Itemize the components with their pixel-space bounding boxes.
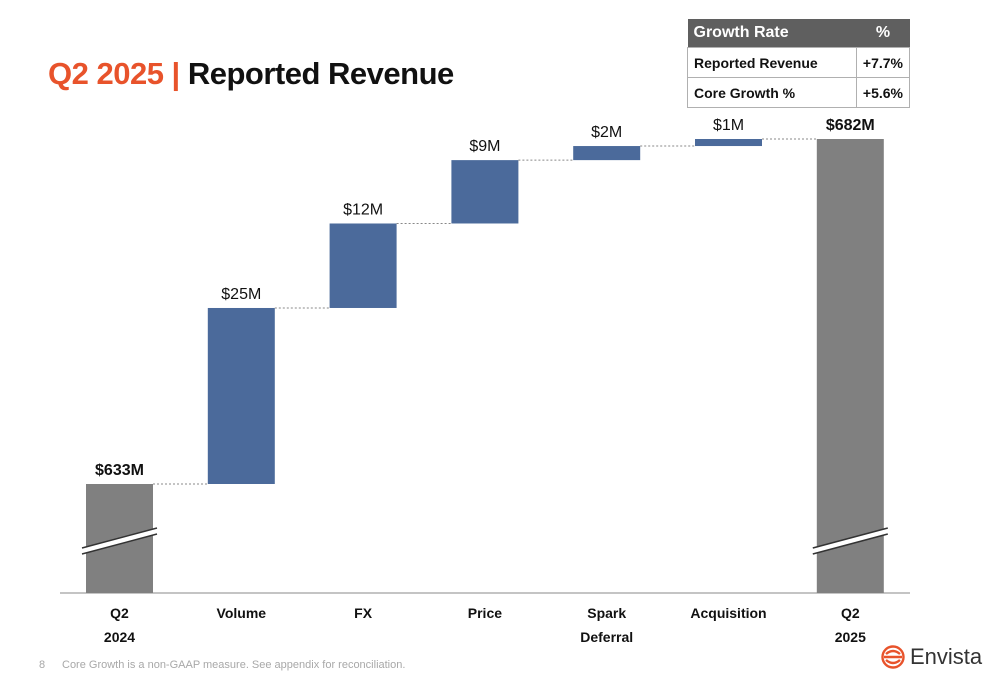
data-label: $1M — [713, 117, 744, 134]
axis-break-line — [81, 533, 158, 555]
page-number: 8 — [39, 659, 46, 671]
table-row: Reported Revenue +7.7% — [687, 47, 911, 78]
category-label: Volume — [217, 605, 267, 621]
delta-bar — [451, 160, 519, 224]
category-label: Acquisition — [690, 605, 766, 621]
axis-break-line — [812, 533, 888, 555]
data-label: $25M — [221, 286, 261, 303]
table-row: Core Growth % +5.6% — [687, 77, 911, 108]
envista-logo: Envista — [880, 644, 982, 670]
title-accent: Q2 2025 | — [48, 56, 180, 91]
growth-rate-table: Growth Rate % Reported Revenue +7.7% Cor… — [687, 19, 911, 108]
table-cell-value: +5.6% — [855, 77, 911, 108]
axis-break-gap — [812, 528, 888, 554]
data-label: $633M — [95, 462, 144, 479]
delta-bar — [573, 146, 641, 161]
footnote: Core Growth is a non-GAAP measure. See a… — [62, 659, 406, 671]
category-label: 2025 — [835, 629, 866, 645]
table-cell-label: Core Growth % — [687, 77, 857, 108]
axis-break-line — [812, 527, 888, 549]
table-cell-value: +7.7% — [855, 47, 911, 78]
page-title: Q2 2025 | Reported Revenue — [48, 56, 454, 92]
delta-bar — [207, 307, 275, 484]
category-label: Q2 — [841, 605, 860, 621]
category-label: Price — [468, 605, 502, 621]
category-label: Spark — [587, 605, 626, 621]
category-label: 2024 — [104, 629, 135, 645]
table-header-row: Growth Rate % — [687, 19, 910, 48]
category-label: FX — [354, 605, 373, 621]
axis-break-line — [81, 527, 158, 549]
axis-break-gap — [82, 528, 157, 554]
delta-bar — [329, 223, 397, 308]
table-header-unit: % — [856, 19, 910, 48]
title-text: Reported Revenue — [187, 56, 454, 91]
category-label: Q2 — [110, 605, 129, 621]
data-label: $9M — [469, 138, 500, 155]
data-label: $2M — [591, 124, 622, 141]
total-bar — [816, 139, 884, 593]
data-label: $682M — [826, 117, 875, 134]
table-header-label: Growth Rate — [687, 19, 857, 48]
logo-text: Envista — [910, 644, 983, 669]
category-label: Deferral — [580, 629, 633, 645]
delta-bar — [695, 139, 762, 147]
data-label: $12M — [343, 201, 383, 218]
table-cell-label: Reported Revenue — [687, 47, 857, 78]
envista-logo-icon — [881, 645, 905, 669]
